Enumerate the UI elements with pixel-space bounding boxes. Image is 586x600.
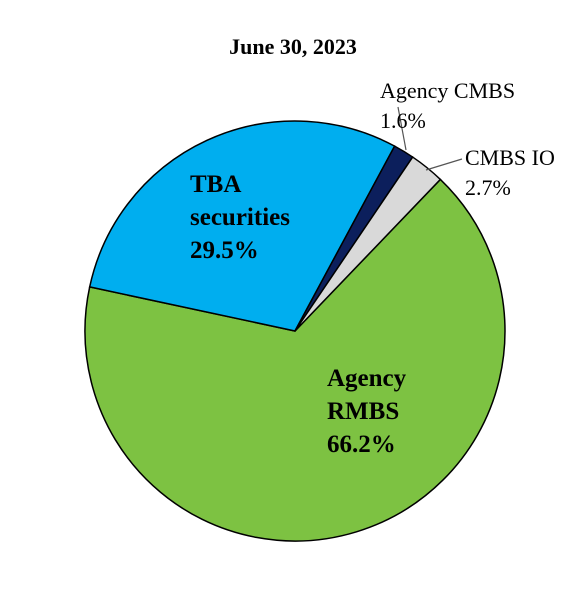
leader-line	[425, 158, 463, 171]
value-label: 29.5%	[190, 237, 259, 264]
chart-title: June 30, 2023	[229, 34, 357, 59]
value-label: 2.7%	[465, 175, 511, 200]
pie-slice	[84, 178, 506, 542]
leader-line	[397, 106, 407, 151]
value-label: 66.2%	[327, 431, 396, 458]
slice-label: CMBS IO	[465, 145, 555, 170]
slice-label: Agency RMBS	[327, 365, 407, 425]
slice-label: Agency CMBS	[380, 78, 516, 103]
slice-label: TBA securities	[190, 171, 290, 231]
value-label: 1.6%	[380, 108, 426, 133]
pie-slice	[294, 156, 442, 332]
pie-slice	[88, 120, 396, 332]
